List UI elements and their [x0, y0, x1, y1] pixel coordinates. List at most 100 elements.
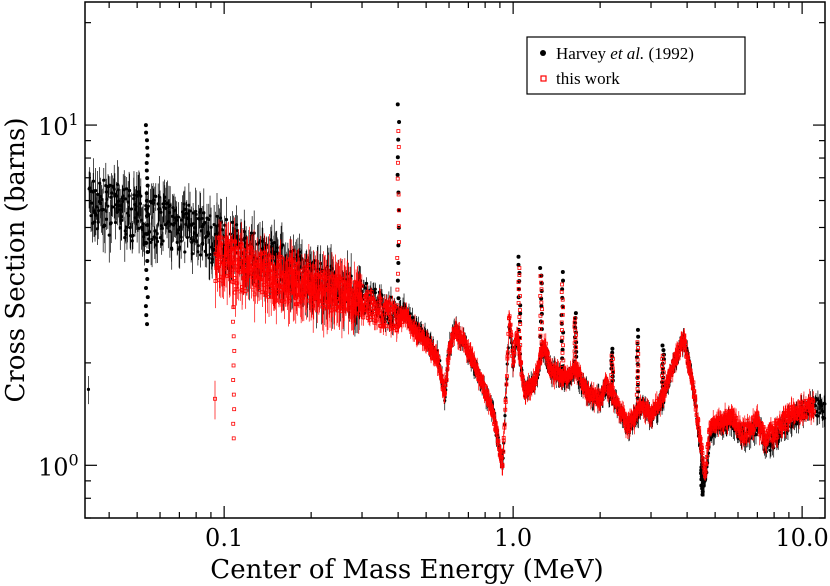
- peak-point: [573, 311, 578, 316]
- data-point: [209, 225, 213, 229]
- data-point: [178, 245, 182, 249]
- data-point: [101, 207, 105, 212]
- peak-point: [145, 176, 150, 181]
- data-point: [120, 218, 124, 222]
- data-point: [499, 454, 504, 459]
- peak-point: [144, 191, 149, 196]
- data-point: [132, 193, 136, 197]
- data-point: [104, 217, 108, 221]
- peak-point: [573, 316, 578, 321]
- data-point: [386, 307, 391, 312]
- peak-point: [634, 355, 639, 360]
- data-point: [206, 232, 210, 236]
- data-point: [251, 267, 256, 272]
- peak-point: [661, 348, 666, 353]
- peak-point: [145, 206, 150, 211]
- data-point: [224, 218, 229, 222]
- data-point: [139, 194, 143, 198]
- data-point: [504, 374, 509, 379]
- data-point: [220, 281, 225, 286]
- data-point: [127, 188, 132, 193]
- data-point: [404, 309, 409, 314]
- peak-point: [699, 471, 704, 476]
- peak-point: [144, 160, 149, 165]
- data-point: [151, 201, 155, 205]
- data-point: [320, 302, 325, 306]
- data-point: [519, 360, 524, 365]
- data-layer: [86, 102, 827, 497]
- peak-point: [538, 266, 543, 271]
- data-point: [363, 286, 367, 290]
- data-point: [502, 422, 507, 427]
- peak-point: [144, 231, 149, 236]
- peak-point: [539, 281, 544, 286]
- peak-point: [145, 295, 150, 300]
- data-point: [167, 210, 172, 215]
- peak-point: [560, 269, 565, 274]
- data-point: [169, 222, 173, 226]
- data-point: [112, 187, 116, 191]
- data-point: [332, 302, 336, 307]
- data-point: [495, 433, 500, 437]
- data-point: [129, 207, 134, 211]
- peak-point: [144, 198, 149, 203]
- data-point: [183, 250, 187, 254]
- data-point: [380, 313, 385, 318]
- data-point: [359, 283, 364, 288]
- data-point: [481, 382, 486, 387]
- data-point: [421, 331, 425, 336]
- data-point: [258, 252, 263, 257]
- peak-point: [395, 172, 400, 177]
- data-point: [365, 290, 370, 295]
- peak-point: [660, 343, 665, 348]
- data-point: [233, 257, 238, 262]
- data-point: [754, 433, 758, 437]
- data-point: [364, 281, 369, 286]
- data-point: [187, 203, 191, 207]
- data-point: [486, 397, 490, 402]
- data-point: [215, 265, 220, 270]
- peak-point: [145, 222, 150, 227]
- peak-point: [635, 327, 640, 332]
- data-point: [379, 306, 384, 311]
- peak-point: [145, 250, 150, 255]
- data-point: [503, 414, 507, 418]
- data-point: [537, 361, 542, 366]
- data-point: [471, 356, 476, 361]
- peak-point: [561, 278, 566, 283]
- data-point: [600, 397, 605, 401]
- data-point: [816, 414, 820, 418]
- peak-point: [539, 311, 544, 316]
- data-point: [179, 239, 183, 243]
- data-point: [348, 288, 353, 293]
- data-point: [445, 366, 450, 371]
- data-point: [196, 250, 200, 254]
- data-point: [369, 290, 374, 294]
- peak-point: [395, 155, 400, 160]
- data-point: [507, 314, 512, 319]
- data-point: [335, 297, 339, 301]
- peak-point: [699, 474, 704, 479]
- peak-point: [560, 304, 565, 309]
- data-point: [109, 221, 113, 225]
- data-point: [396, 323, 401, 328]
- data-point: [185, 235, 190, 240]
- data-point: [161, 239, 165, 243]
- peak-point: [396, 296, 401, 301]
- data-point: [391, 324, 395, 328]
- data-point: [160, 242, 164, 246]
- data-point: [278, 254, 283, 259]
- data-point: [127, 214, 131, 218]
- data-point: [157, 195, 161, 199]
- data-point: [604, 378, 609, 383]
- data-point: [500, 464, 505, 468]
- data-point: [211, 247, 216, 251]
- peak-point: [517, 279, 522, 284]
- peak-point: [610, 354, 615, 359]
- data-point: [184, 211, 188, 216]
- peak-point: [700, 480, 705, 485]
- data-point: [509, 333, 514, 338]
- data-point: [508, 322, 513, 327]
- data-point: [426, 338, 431, 343]
